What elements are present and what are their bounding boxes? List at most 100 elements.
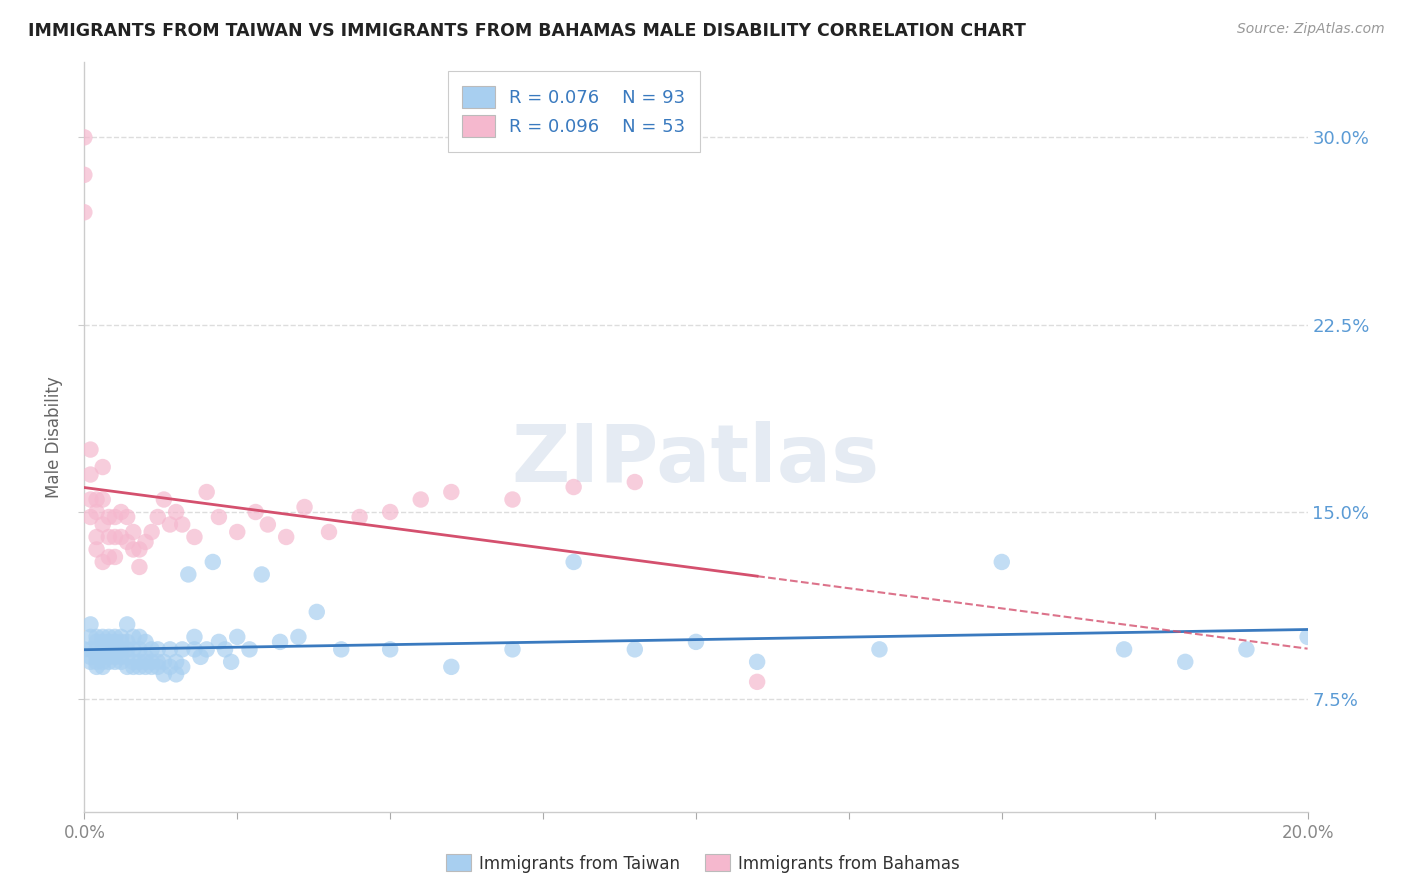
Point xyxy=(115,642,138,657)
Point xyxy=(79,510,101,524)
Point xyxy=(747,655,769,669)
Point xyxy=(195,642,218,657)
Point xyxy=(128,660,150,674)
Point xyxy=(135,660,157,674)
Point xyxy=(91,630,114,644)
Point xyxy=(104,549,127,564)
Point xyxy=(141,524,163,539)
Point xyxy=(318,524,340,539)
Point xyxy=(115,535,138,549)
Point xyxy=(122,660,145,674)
Point xyxy=(245,505,267,519)
Point xyxy=(219,655,242,669)
Point xyxy=(183,530,205,544)
Point xyxy=(91,655,114,669)
Point xyxy=(91,649,114,664)
Point xyxy=(440,660,463,674)
Point xyxy=(86,630,108,644)
Point xyxy=(349,510,371,524)
Point xyxy=(91,635,114,649)
Point xyxy=(79,442,101,457)
Point xyxy=(97,642,120,657)
Point xyxy=(159,517,181,532)
Point xyxy=(294,500,316,514)
Point xyxy=(86,660,108,674)
Point xyxy=(269,635,291,649)
Point xyxy=(91,642,114,657)
Point xyxy=(91,492,114,507)
Point xyxy=(122,542,145,557)
Point xyxy=(128,642,150,657)
Point xyxy=(208,635,231,649)
Point xyxy=(146,660,169,674)
Point xyxy=(110,635,132,649)
Point xyxy=(214,642,236,657)
Point xyxy=(79,492,101,507)
Point xyxy=(110,649,132,664)
Point xyxy=(91,555,114,569)
Point xyxy=(250,567,273,582)
Point xyxy=(128,655,150,669)
Point xyxy=(141,642,163,657)
Point xyxy=(165,505,187,519)
Point xyxy=(110,642,132,657)
Point xyxy=(330,642,353,657)
Text: ZIPatlas: ZIPatlas xyxy=(512,420,880,499)
Point xyxy=(110,505,132,519)
Point xyxy=(409,492,432,507)
Point xyxy=(104,630,127,644)
Point xyxy=(73,642,96,657)
Point xyxy=(747,674,769,689)
Point xyxy=(128,630,150,644)
Point xyxy=(86,505,108,519)
Point xyxy=(79,617,101,632)
Point xyxy=(440,485,463,500)
Point xyxy=(159,660,181,674)
Point xyxy=(122,524,145,539)
Point xyxy=(1174,655,1197,669)
Point xyxy=(146,655,169,669)
Point xyxy=(97,649,120,664)
Point xyxy=(115,649,138,664)
Point xyxy=(79,630,101,644)
Point xyxy=(97,655,120,669)
Point xyxy=(115,635,138,649)
Point xyxy=(73,168,96,182)
Point xyxy=(115,617,138,632)
Point xyxy=(276,530,298,544)
Point xyxy=(159,642,181,657)
Point xyxy=(172,660,194,674)
Point xyxy=(165,655,187,669)
Point xyxy=(869,642,891,657)
Point xyxy=(177,567,200,582)
Point xyxy=(104,510,127,524)
Point xyxy=(146,642,169,657)
Point xyxy=(86,655,108,669)
Point xyxy=(104,635,127,649)
Legend: Immigrants from Taiwan, Immigrants from Bahamas: Immigrants from Taiwan, Immigrants from … xyxy=(439,847,967,880)
Point xyxy=(97,549,120,564)
Point xyxy=(380,642,402,657)
Point xyxy=(146,510,169,524)
Point xyxy=(91,660,114,674)
Point xyxy=(502,642,524,657)
Point xyxy=(208,510,231,524)
Point xyxy=(104,655,127,669)
Point xyxy=(86,635,108,649)
Point xyxy=(624,475,647,489)
Point xyxy=(183,642,205,657)
Point xyxy=(97,635,120,649)
Point xyxy=(1296,630,1319,644)
Point xyxy=(1236,642,1258,657)
Text: Source: ZipAtlas.com: Source: ZipAtlas.com xyxy=(1237,22,1385,37)
Point xyxy=(115,510,138,524)
Point xyxy=(172,517,194,532)
Point xyxy=(86,542,108,557)
Point xyxy=(115,660,138,674)
Point xyxy=(135,535,157,549)
Point xyxy=(135,655,157,669)
Point xyxy=(165,667,187,681)
Legend: R = 0.076    N = 93, R = 0.096    N = 53: R = 0.076 N = 93, R = 0.096 N = 53 xyxy=(447,71,700,152)
Point xyxy=(110,655,132,669)
Text: IMMIGRANTS FROM TAIWAN VS IMMIGRANTS FROM BAHAMAS MALE DISABILITY CORRELATION CH: IMMIGRANTS FROM TAIWAN VS IMMIGRANTS FRO… xyxy=(28,22,1026,40)
